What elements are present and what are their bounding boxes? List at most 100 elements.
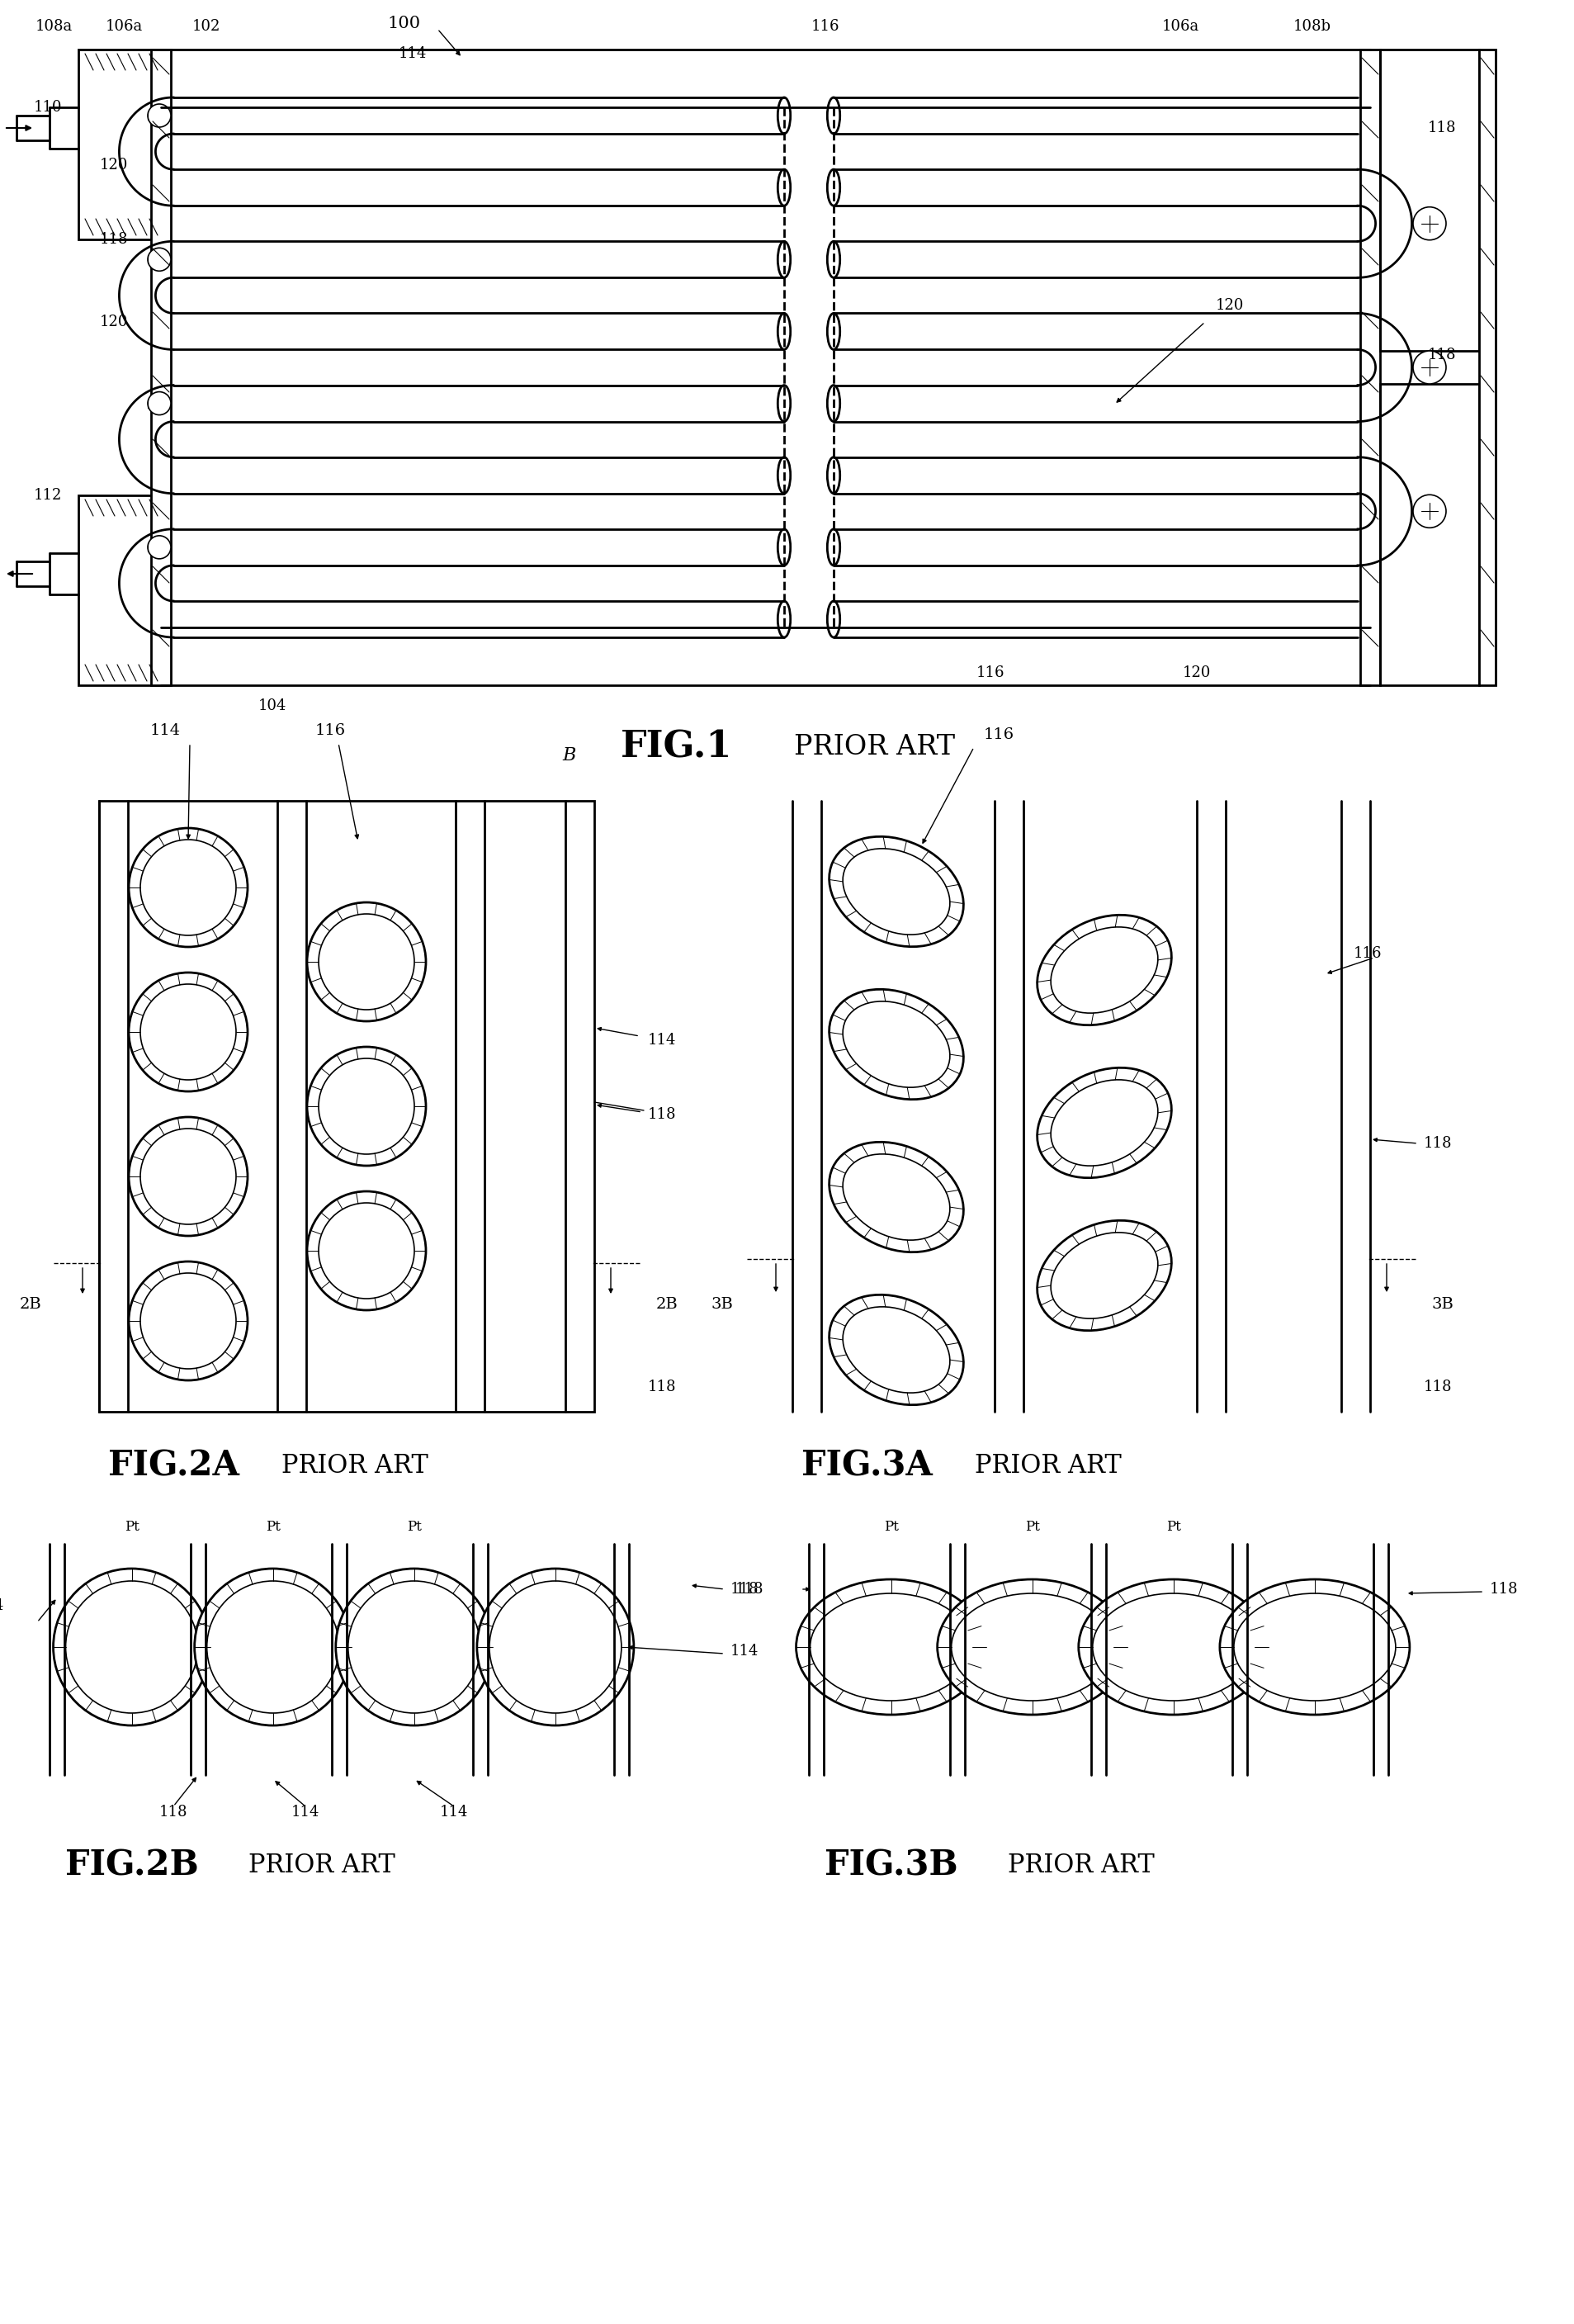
Text: 3B: 3B [1432,1297,1454,1311]
Ellipse shape [1078,1580,1269,1715]
Circle shape [1413,207,1447,239]
Text: PRIOR ART: PRIOR ART [795,734,955,760]
Text: 120: 120 [99,158,127,172]
Text: 118: 118 [1424,1136,1453,1150]
Text: FIG.2B: FIG.2B [65,1848,198,1882]
Text: 114: 114 [291,1806,320,1820]
Text: 114: 114 [439,1806,467,1820]
Circle shape [307,1046,427,1167]
Circle shape [140,1274,236,1369]
Ellipse shape [828,170,841,207]
Ellipse shape [778,602,790,637]
Circle shape [148,535,172,558]
Circle shape [140,839,236,934]
Text: 116: 116 [1354,946,1382,960]
Circle shape [318,1204,414,1299]
Text: FIG.1: FIG.1 [622,730,732,765]
Text: 114: 114 [150,723,181,739]
Ellipse shape [829,1294,963,1406]
Ellipse shape [1051,1081,1158,1167]
Ellipse shape [778,98,790,135]
Ellipse shape [828,386,841,421]
Ellipse shape [1220,1580,1410,1715]
Ellipse shape [778,242,790,277]
Ellipse shape [778,314,790,349]
Text: 2B: 2B [19,1297,41,1311]
Ellipse shape [842,1306,951,1392]
Text: 118: 118 [1428,121,1456,135]
Circle shape [129,1262,247,1380]
Circle shape [335,1569,493,1724]
Circle shape [66,1580,198,1713]
Text: 116: 116 [811,19,839,35]
Text: 3B: 3B [711,1297,733,1311]
Circle shape [477,1569,634,1724]
Text: 106a: 106a [1162,19,1199,35]
Text: Pt: Pt [266,1520,280,1534]
Text: 120: 120 [1182,665,1210,681]
Circle shape [140,983,236,1081]
Text: 118: 118 [648,1380,677,1394]
Circle shape [129,971,247,1092]
Ellipse shape [828,98,841,135]
Ellipse shape [1051,1232,1158,1318]
Text: B: B [563,746,576,765]
Text: 110: 110 [33,100,61,114]
Text: 118: 118 [159,1806,187,1820]
Bar [1480,49,1495,686]
Text: 118: 118 [1424,1380,1453,1394]
Circle shape [148,249,172,272]
Text: 102: 102 [192,19,220,35]
Text: 116: 116 [984,727,1014,741]
Ellipse shape [778,386,790,421]
Text: 114: 114 [730,1643,759,1659]
Ellipse shape [829,990,963,1099]
Text: 106a: 106a [105,19,143,35]
Text: 100: 100 [387,16,420,30]
Ellipse shape [951,1594,1113,1701]
Circle shape [129,1118,247,1236]
Ellipse shape [842,848,951,934]
Text: 120: 120 [99,314,127,330]
Ellipse shape [938,1580,1127,1715]
Bar [99,802,595,1411]
Text: 120: 120 [1215,297,1243,314]
Ellipse shape [778,170,790,207]
Bar [1380,49,1480,351]
Text: 108a: 108a [35,19,72,35]
Circle shape [148,105,172,128]
Text: 118: 118 [99,232,127,246]
Circle shape [206,1580,338,1713]
Ellipse shape [829,837,963,946]
Circle shape [140,1129,236,1225]
Ellipse shape [1037,1067,1171,1178]
Bar [79,495,165,686]
Text: 116: 116 [976,665,1004,681]
Text: FIG.3A: FIG.3A [801,1448,932,1483]
Circle shape [54,1569,209,1724]
Text: 2B: 2B [656,1297,678,1311]
Text: 118: 118 [1428,349,1456,363]
Ellipse shape [828,602,841,637]
Bar [151,49,172,686]
Text: PRIOR ART: PRIOR ART [1007,1852,1155,1878]
Ellipse shape [778,458,790,493]
Text: Pt: Pt [124,1520,139,1534]
Ellipse shape [829,1141,963,1253]
Circle shape [1413,495,1447,528]
Text: 118: 118 [1491,1583,1519,1597]
Ellipse shape [828,242,841,277]
Ellipse shape [828,314,841,349]
Text: Pt: Pt [1025,1520,1040,1534]
Text: 104: 104 [258,700,286,713]
Ellipse shape [1092,1594,1254,1701]
Ellipse shape [778,530,790,565]
Text: FIG.3B: FIG.3B [825,1848,959,1882]
Circle shape [318,913,414,1009]
Circle shape [307,1192,427,1311]
Text: 108b: 108b [1294,19,1332,35]
Ellipse shape [1037,916,1171,1025]
Ellipse shape [842,1155,951,1241]
Ellipse shape [1051,927,1158,1013]
Text: 118: 118 [735,1583,763,1597]
